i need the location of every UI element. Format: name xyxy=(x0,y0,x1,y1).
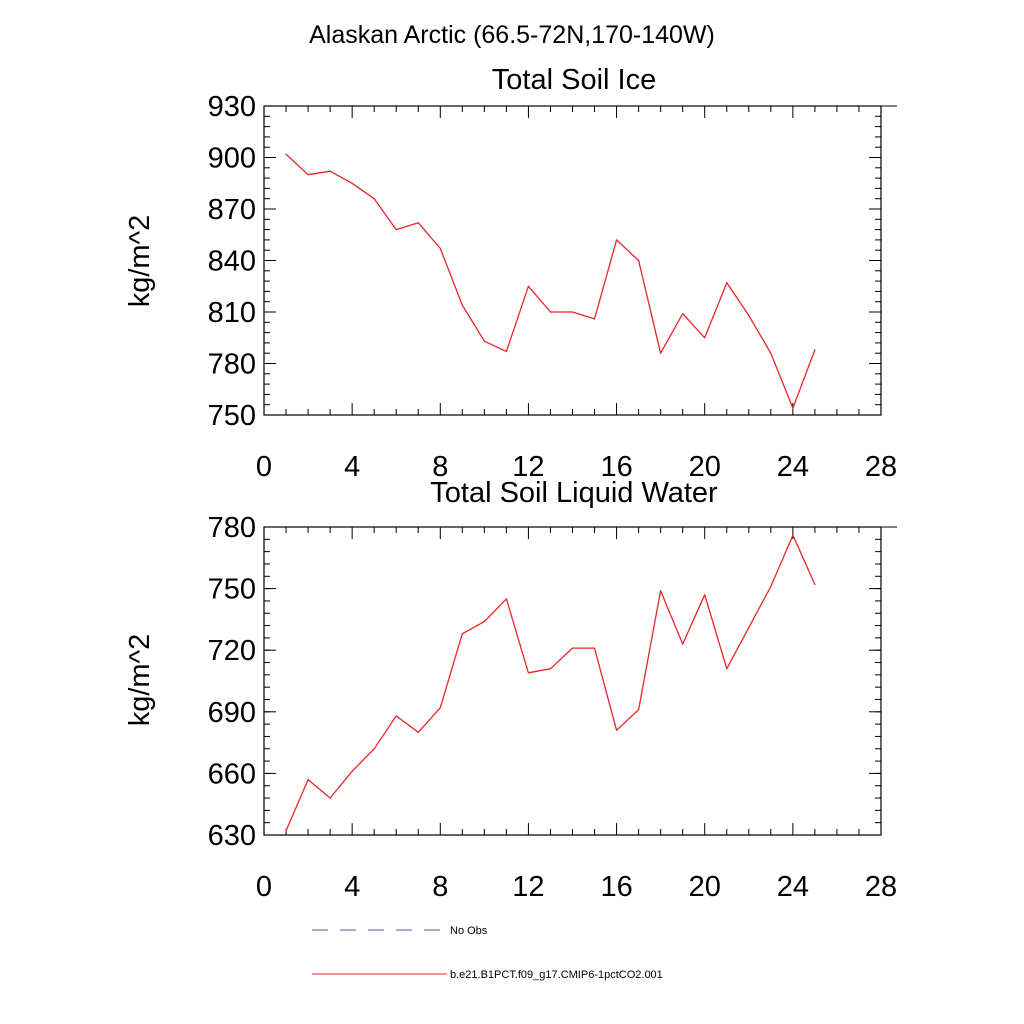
ice-data-point xyxy=(638,259,640,262)
liquid-water-data-point xyxy=(351,770,353,772)
ice-data-point xyxy=(439,247,441,250)
ice-y-tick-label: 870 xyxy=(208,194,256,226)
liquid-water-data-point xyxy=(704,594,706,596)
liquid-water-x-tick-label: 28 xyxy=(865,871,897,903)
ice-data-point xyxy=(307,174,309,176)
ice-data-point xyxy=(792,407,794,409)
liquid-water-x-tick-label: 8 xyxy=(432,871,448,903)
ice-data-point xyxy=(285,153,287,155)
ice-data-point xyxy=(395,229,397,231)
ice-data-point xyxy=(351,182,353,184)
liquid-water-y-tick-label: 720 xyxy=(208,635,256,667)
ice-y-tick-label: 840 xyxy=(208,246,256,278)
liquid-water-panel: Total Soil Liquid Water kg/m^2 0 4 8 12 16 20… xyxy=(124,477,897,903)
ice-panel-title: Total Soil Ice xyxy=(492,64,656,96)
ice-x-tick-label: 24 xyxy=(777,451,809,483)
liquid-water-data-point xyxy=(748,627,750,629)
liquid-water-x-tick-label: 12 xyxy=(512,871,544,903)
liquid-water-y-tick-label: 750 xyxy=(208,574,256,606)
liquid-water-data-point xyxy=(770,585,772,588)
liquid-water-data-point xyxy=(593,647,596,649)
ice-data-point xyxy=(682,313,684,315)
ice-data-point xyxy=(748,314,750,317)
liquid-water-data-point xyxy=(483,620,485,623)
liquid-water-x-tick-label: 24 xyxy=(777,871,809,903)
ice-data-point xyxy=(329,170,331,172)
ice-x-tick-label: 4 xyxy=(344,451,360,483)
liquid-water-series-line xyxy=(285,534,816,832)
ice-data-point xyxy=(549,311,552,313)
liquid-water-data-point xyxy=(373,748,375,750)
ice-data-point xyxy=(505,350,507,353)
liquid-water-y-tick-label: 690 xyxy=(208,697,256,729)
liquid-water-plot-frame xyxy=(263,526,882,836)
liquid-water-data-point xyxy=(549,668,552,670)
liquid-water-data-point xyxy=(439,707,441,709)
liquid-water-data-point xyxy=(726,668,728,670)
ice-data-point xyxy=(593,318,596,320)
liquid-water-y-tick-label: 660 xyxy=(208,758,256,790)
liquid-water-data-point xyxy=(682,643,684,645)
ice-y-tick-label: 780 xyxy=(208,349,256,381)
ice-data-point xyxy=(615,239,618,241)
ice-plot-frame xyxy=(263,105,882,416)
ice-data-point xyxy=(373,198,375,200)
liquid-water-x-tick-label: 16 xyxy=(600,871,632,903)
liquid-water-y-tick-label: 630 xyxy=(208,820,256,852)
ice-x-tick-label: 16 xyxy=(600,451,632,483)
ice-x-tick-label: 8 xyxy=(432,451,448,483)
liquid-water-data-point xyxy=(417,731,419,733)
liquid-water-x-tick-label: 0 xyxy=(256,871,272,903)
ice-data-point xyxy=(527,285,530,287)
figure-title: Alaskan Arctic (66.5-72N,170-140W) xyxy=(309,21,715,49)
liquid-water-data-point xyxy=(307,778,309,781)
liquid-water-x-tick-label: 20 xyxy=(689,871,721,903)
liquid-water-data-point xyxy=(395,715,397,717)
ice-data-point xyxy=(770,352,772,354)
ice-y-tick-label: 900 xyxy=(208,143,256,175)
liquid-water-panel-title: Total Soil Liquid Water xyxy=(430,477,718,509)
ice-y-tick-label: 930 xyxy=(208,91,256,123)
ice-data-point xyxy=(483,340,485,342)
liquid-water-data-point xyxy=(527,672,530,674)
legend-model-label: b.e21.B1PCT.f09_g17.CMIP6-1pctCO2.001 xyxy=(450,969,663,981)
ice-data-point xyxy=(726,282,728,284)
liquid-water-data-point xyxy=(329,797,331,799)
ice-y-axis-label: kg/m^2 xyxy=(124,215,156,308)
liquid-water-data-point xyxy=(638,709,640,711)
ice-series-line xyxy=(285,153,816,409)
ice-data-point xyxy=(814,349,816,351)
ice-x-tick-label: 12 xyxy=(512,451,544,483)
ice-data-point xyxy=(660,352,662,354)
ice-x-tick-label: 0 xyxy=(256,451,272,483)
ice-x-tick-label: 28 xyxy=(865,451,897,483)
ice-panel: Total Soil Ice kg/m^2 0 4 8 12 16 20 24 28 750 78… xyxy=(124,64,897,483)
ice-y-tick-label: 750 xyxy=(208,400,256,432)
ice-y-tick-label: 810 xyxy=(208,297,256,329)
liquid-water-data-point xyxy=(505,598,507,600)
liquid-water-data-point xyxy=(571,647,574,649)
ice-data-point xyxy=(704,337,706,339)
liquid-water-data-point xyxy=(814,583,816,586)
ice-x-tick-label: 20 xyxy=(689,451,721,483)
liquid-water-y-tick-label: 780 xyxy=(208,512,256,544)
ice-data-point xyxy=(571,311,574,313)
liquid-water-data-point xyxy=(660,590,662,592)
liquid-water-x-tick-label: 4 xyxy=(344,871,360,903)
legend: No Obs b.e21.B1PCT.f09_g17.CMIP6-1pctCO2… xyxy=(312,925,663,981)
liquid-water-data-point xyxy=(461,633,463,635)
liquid-water-data-point xyxy=(615,729,618,731)
legend-no-obs-label: No Obs xyxy=(450,925,488,937)
liquid-water-data-point xyxy=(285,830,287,832)
liquid-water-y-axis-label: kg/m^2 xyxy=(124,634,156,727)
liquid-water-data-point xyxy=(792,534,794,536)
ice-data-point xyxy=(461,304,463,306)
ice-data-point xyxy=(417,222,419,224)
